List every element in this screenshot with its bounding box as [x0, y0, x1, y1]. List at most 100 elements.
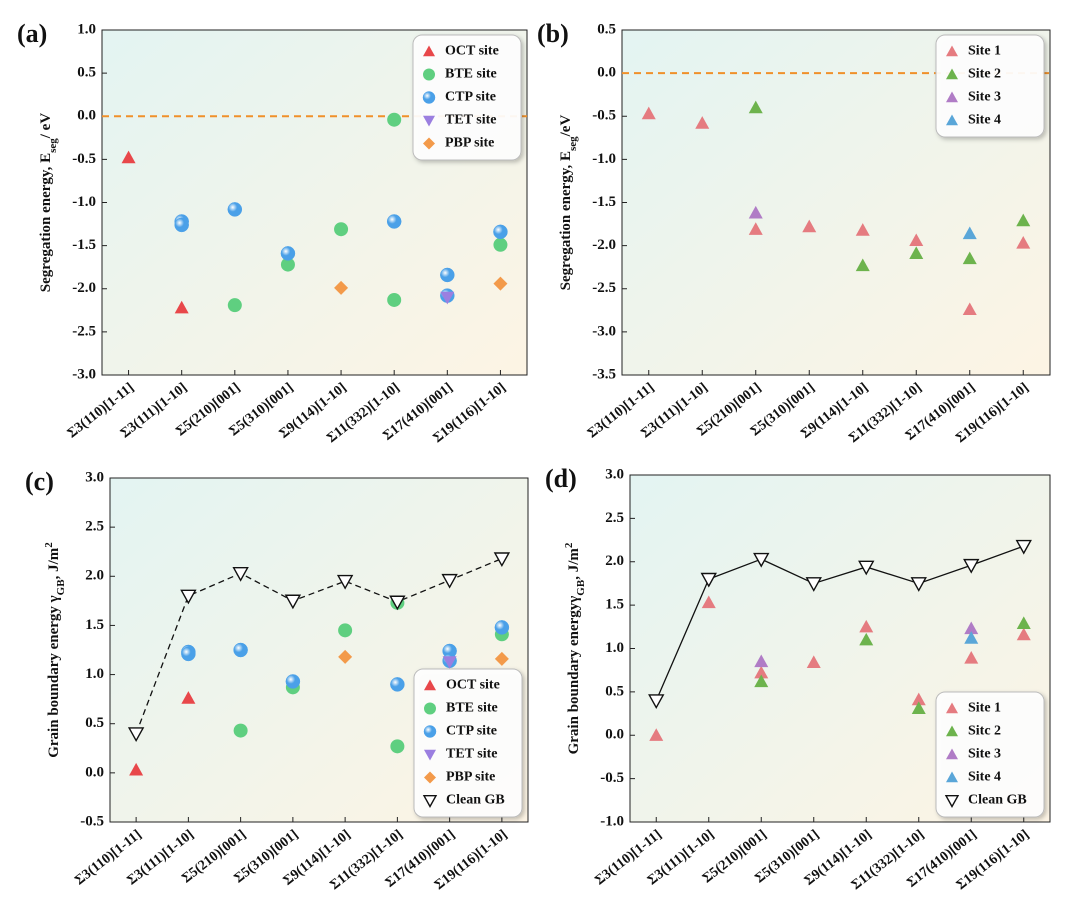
marker-sphere [422, 91, 436, 104]
legend-label: BTE site [445, 67, 497, 82]
marker-open-triangle-down [127, 727, 145, 742]
y-axis-label-part: / eV [38, 113, 54, 140]
y-tick-label: 0.0 [605, 727, 624, 743]
marker-open-triangle-down [963, 558, 980, 574]
legend-label: Site 1 [968, 701, 1001, 716]
legend-label: Site 3 [968, 90, 1001, 105]
panel: (c) Grain boundary energy γGB, J/m2 -0.5 0.… [25, 467, 529, 893]
marker-triangle [962, 226, 977, 240]
marker-sphere [233, 642, 248, 658]
y-tick-label: 0.0 [597, 65, 616, 81]
marker-diamond [493, 276, 508, 291]
marker-triangle [754, 665, 769, 679]
y-tick-label: 0.5 [85, 715, 104, 731]
legend-label: Sitc 2 [968, 724, 1001, 739]
y-tick-label: -2.5 [72, 323, 96, 339]
panel-label: (a) [17, 19, 47, 48]
marker-sphere [174, 217, 189, 233]
marker-sphere [285, 674, 301, 689]
marker-triangle [423, 45, 435, 57]
y-axis-label-part: GB [575, 579, 587, 596]
legend-label: Site 3 [968, 747, 1001, 762]
panel: (b) Segregation energy, Eseg/eV -3.5 -3.0 -2… [537, 19, 1051, 446]
marker-triangle [946, 114, 958, 126]
legend-label: Site 4 [968, 113, 1001, 128]
marker-diamond [338, 649, 353, 664]
legend-label: Clean GB [446, 793, 505, 808]
marker-triangle [174, 300, 189, 314]
panel: (a) Segregation energy, Eseg/ eV -3.0 -2.5 -… [17, 19, 528, 446]
marker-triangle-down [423, 115, 435, 127]
marker-open-triangle-down [910, 577, 927, 592]
marker-triangle [859, 632, 874, 646]
marker-sphere [493, 224, 508, 240]
legend: Site 1 Sitc 2 Site 3 Site 4 Clean GB [935, 691, 1045, 818]
marker-triangle [855, 223, 870, 236]
panel: (d) Grain boundary energyγGB, J/m2 -1.0 -0.… [545, 464, 1051, 893]
marker-open-triangle-down [944, 795, 960, 808]
marker-sphere [494, 620, 510, 635]
marker-triangle [641, 106, 656, 120]
panel-label: (c) [25, 467, 54, 496]
marker-triangle [802, 219, 817, 233]
marker-triangle [946, 771, 958, 783]
y-tick-label: -0.5 [592, 108, 616, 124]
legend-label: BTE site [446, 701, 498, 716]
legend-label: Site 2 [968, 67, 1001, 82]
marker-triangle [748, 222, 763, 235]
y-axis-label: Segregation energy, Eseg/eV [558, 115, 579, 291]
y-tick-label: 2.5 [605, 510, 624, 526]
marker-triangle [859, 619, 874, 633]
y-tick-label: 0.5 [77, 65, 96, 81]
legend-label: PBP site [446, 770, 495, 785]
y-tick-label: -0.5 [80, 813, 104, 829]
y-axis-label: Grain boundary energyγGB, J/m2 [563, 542, 587, 754]
marker-triangle [649, 728, 664, 741]
marker-open-triangle-down [805, 577, 822, 592]
marker-diamond [423, 137, 435, 150]
marker-triangle [748, 205, 763, 219]
legend-label: CTP site [446, 724, 497, 739]
y-tick-label: 1.5 [605, 597, 624, 613]
marker-circle [387, 112, 402, 127]
y-axis-label-part: Segregation energy, E [38, 153, 54, 292]
marker-open-triangle-down [389, 595, 406, 611]
marker-triangle-down [424, 749, 436, 761]
marker-triangle [946, 748, 958, 760]
y-tick-label: -2.0 [72, 280, 96, 296]
marker-diamond [494, 651, 509, 666]
legend: Site 1 Site 2 Site 3 Site 4 [935, 34, 1045, 138]
marker-open-triangle-down [232, 567, 249, 582]
marker-open-triangle-down [648, 694, 665, 709]
marker-triangle [121, 150, 136, 164]
marker-sphere [390, 677, 405, 692]
marker-triangle [701, 595, 716, 609]
series-line [135, 557, 503, 734]
marker-triangle-down [440, 291, 455, 305]
marker-sphere [227, 202, 243, 217]
y-tick-label: -2.5 [592, 280, 616, 296]
y-axis-label-part: Grain boundary energy γ [46, 595, 62, 757]
series-line [655, 545, 1024, 701]
y-tick-label: 2.0 [605, 553, 624, 569]
legend-box [412, 34, 522, 161]
panel-label: (d) [545, 464, 577, 493]
y-axis-label-part: 2 [43, 542, 55, 548]
marker-triangle [754, 654, 769, 668]
y-axis-label-part: 2 [563, 542, 575, 548]
y-tick-label: -1.5 [592, 194, 616, 210]
y-tick-label: 0.5 [605, 683, 624, 699]
marker-triangle [695, 116, 710, 129]
legend-box [413, 668, 523, 818]
marker-triangle [962, 302, 977, 316]
marker-open-triangle-down [284, 594, 302, 610]
y-tick-label: 1.0 [85, 666, 104, 682]
y-tick-label: 1.5 [85, 617, 104, 633]
y-tick-label: -1.0 [600, 813, 624, 829]
marker-open-triangle-down [493, 552, 511, 568]
marker-open-triangle-down [1015, 539, 1032, 555]
marker-circle [227, 298, 242, 313]
legend-label: OCT site [446, 678, 500, 693]
legend-label: TET site [446, 747, 497, 762]
